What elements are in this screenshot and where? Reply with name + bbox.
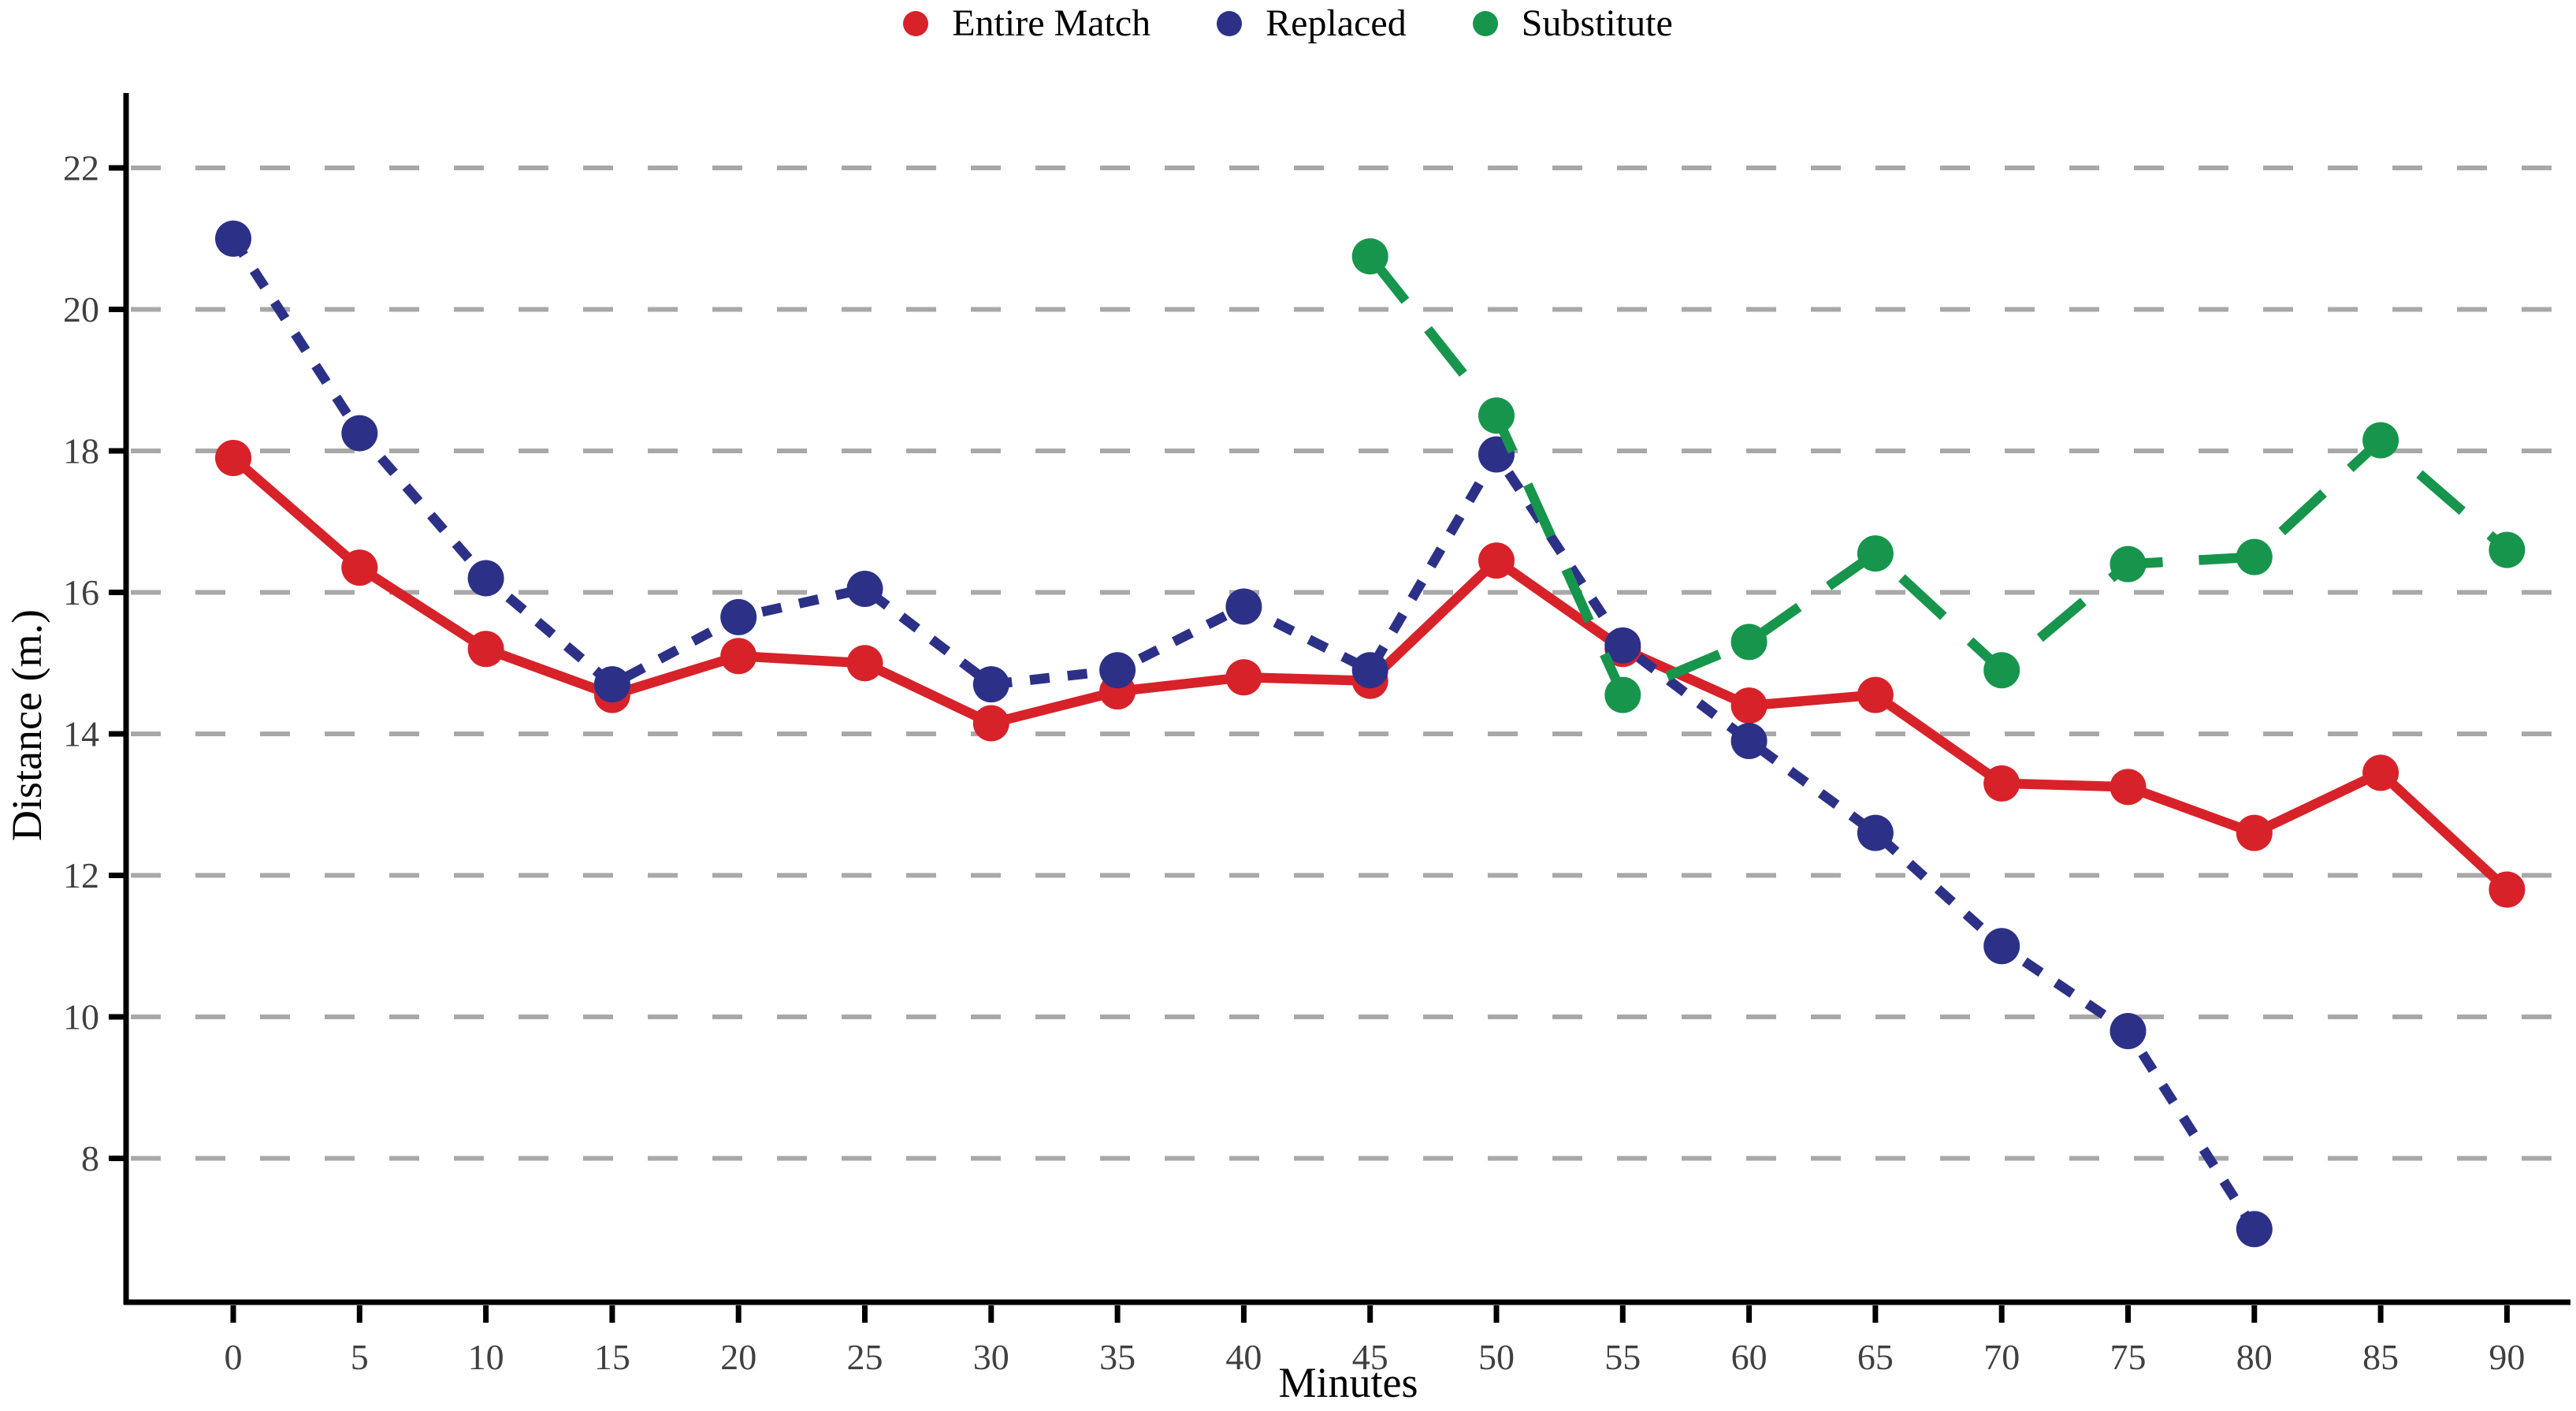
x-tick-label: 5 xyxy=(351,1337,369,1377)
data-point-substitute xyxy=(2362,422,2399,459)
legend-item-entire-match: Entire Match xyxy=(903,5,1150,43)
data-point-entire-match xyxy=(2489,871,2526,908)
data-point-entire-match xyxy=(2362,754,2399,791)
data-point-replaced xyxy=(215,220,251,257)
x-tick-label: 20 xyxy=(720,1337,756,1377)
data-point-replaced xyxy=(2109,1012,2147,1049)
x-tick-label: 30 xyxy=(973,1337,1009,1377)
data-point-replaced xyxy=(1099,652,1136,689)
data-point-entire-match xyxy=(2236,814,2273,851)
data-point-entire-match xyxy=(215,439,251,476)
x-tick-label: 40 xyxy=(1225,1337,1262,1377)
legend-label: Replaced xyxy=(1266,2,1407,44)
data-point-substitute xyxy=(1604,676,1641,713)
data-point-substitute xyxy=(2236,538,2273,575)
y-tick-label: 22 xyxy=(63,148,99,188)
data-point-replaced xyxy=(1857,814,1894,851)
series-line-substitute xyxy=(1366,253,2511,700)
legend-label: Entire Match xyxy=(952,2,1151,44)
chart-legend: Entire Match Replaced Substitute xyxy=(0,0,2576,47)
data-point-entire-match xyxy=(846,645,883,682)
data-point-entire-match xyxy=(1857,676,1894,713)
data-point-replaced xyxy=(1730,722,1768,759)
x-tick-label: 65 xyxy=(1857,1337,1894,1377)
y-tick-label: 18 xyxy=(63,431,99,471)
data-point-substitute xyxy=(2489,531,2526,568)
y-tick-label: 16 xyxy=(63,572,99,612)
y-axis-title: Distance (m.) xyxy=(3,609,50,841)
data-point-entire-match xyxy=(1478,542,1515,579)
x-tick-label: 85 xyxy=(2362,1337,2399,1377)
data-point-substitute xyxy=(2109,545,2147,583)
data-point-replaced xyxy=(1351,652,1388,689)
data-point-replaced xyxy=(1225,588,1262,625)
data-point-entire-match xyxy=(341,549,378,586)
data-point-entire-match xyxy=(1983,765,2020,802)
x-tick-label: 75 xyxy=(2110,1337,2147,1377)
x-tick-label: 60 xyxy=(1731,1337,1768,1377)
data-point-entire-match xyxy=(1225,659,1262,696)
y-tick-label: 12 xyxy=(63,855,99,895)
legend-dot-substitute-icon xyxy=(1472,11,1498,36)
data-point-substitute xyxy=(1351,238,1388,275)
data-point-replaced xyxy=(1604,627,1641,664)
data-point-substitute xyxy=(1857,535,1894,572)
x-tick-label: 0 xyxy=(225,1337,243,1377)
data-point-replaced xyxy=(467,560,504,597)
x-tick-label: 25 xyxy=(847,1337,883,1377)
y-tick-label: 10 xyxy=(63,997,99,1037)
x-axis-title: Minutes xyxy=(1278,1359,1418,1406)
legend-label: Substitute xyxy=(1521,2,1673,44)
legend-dot-entire-match-icon xyxy=(903,11,929,36)
x-tick-label: 10 xyxy=(468,1337,504,1377)
data-point-substitute xyxy=(1730,624,1768,661)
x-tick-label: 90 xyxy=(2489,1337,2525,1377)
y-tick-label: 20 xyxy=(63,289,99,329)
data-point-entire-match xyxy=(972,705,1009,742)
data-point-entire-match xyxy=(467,631,504,668)
x-tick-label: 35 xyxy=(1099,1337,1136,1377)
data-point-replaced xyxy=(720,598,757,635)
x-tick-label: 50 xyxy=(1478,1337,1515,1377)
x-tick-label: 45 xyxy=(1352,1337,1388,1377)
legend-item-replaced: Replaced xyxy=(1217,5,1407,43)
data-point-replaced xyxy=(846,571,883,608)
data-point-replaced xyxy=(972,666,1009,703)
x-tick-label: 15 xyxy=(594,1337,630,1377)
data-point-substitute xyxy=(1478,397,1515,434)
legend-item-substitute: Substitute xyxy=(1472,2,1673,44)
data-point-replaced xyxy=(2236,1211,2273,1248)
x-tick-label: 80 xyxy=(2236,1337,2273,1377)
y-tick-label: 8 xyxy=(81,1138,99,1178)
data-point-replaced xyxy=(593,666,630,703)
data-point-entire-match xyxy=(1730,687,1768,724)
data-point-replaced xyxy=(341,415,378,452)
y-tick-label: 14 xyxy=(63,714,99,754)
data-point-replaced xyxy=(1983,928,2020,965)
x-tick-label: 55 xyxy=(1604,1337,1641,1377)
x-tick-label: 70 xyxy=(1983,1337,2020,1377)
data-point-entire-match xyxy=(720,638,757,675)
legend-dot-replaced-icon xyxy=(1217,11,1243,36)
data-point-substitute xyxy=(1983,652,2020,689)
data-point-entire-match xyxy=(2109,769,2147,806)
